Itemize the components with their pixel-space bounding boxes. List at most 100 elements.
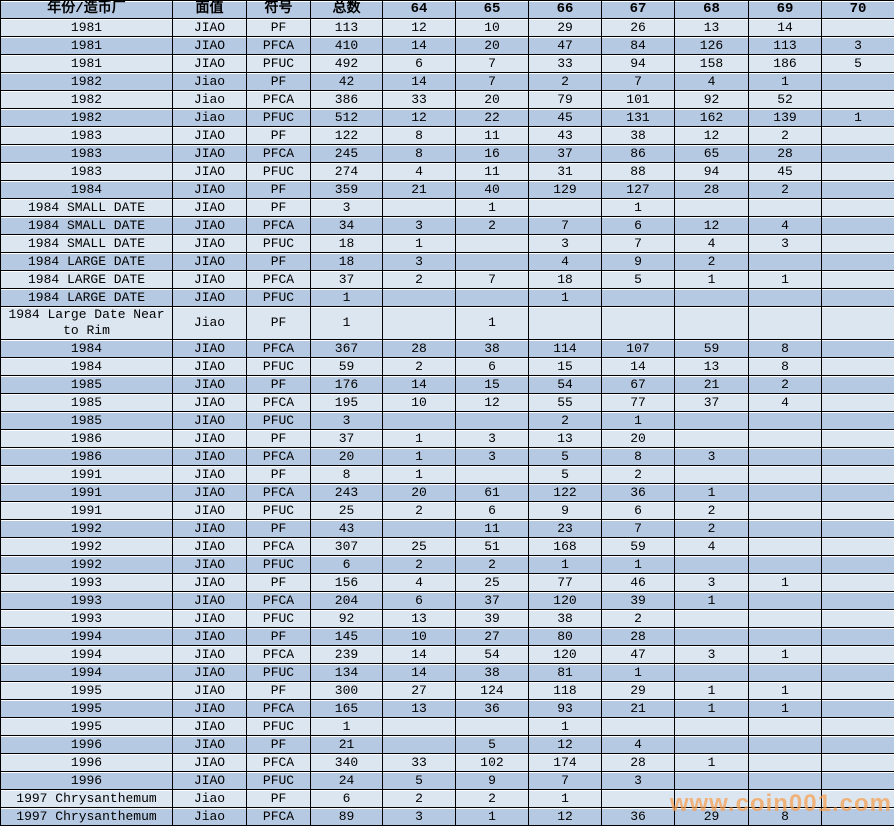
- table-cell: 1992: [0, 555, 173, 574]
- table-cell: [821, 591, 894, 610]
- table-row: 1996 JIAO PFCA 340 33 102 174 28 1: [0, 753, 894, 772]
- table-cell: 37: [310, 270, 383, 289]
- table-cell: [601, 288, 675, 307]
- table-cell: 1: [601, 411, 675, 430]
- table-cell: [748, 429, 822, 448]
- table-cell: [674, 465, 749, 484]
- table-cell: PFUC: [246, 555, 311, 574]
- table-cell: 2: [382, 501, 456, 520]
- table-cell: 5: [528, 465, 602, 484]
- table-cell: 45: [748, 162, 822, 181]
- table-cell: PF: [246, 198, 311, 217]
- table-cell: 162: [674, 108, 749, 127]
- table-cell: 1: [601, 198, 675, 217]
- table-cell: 1: [601, 663, 675, 682]
- table-row: 1995 JIAO PF 300 27 124 118 29 1 1: [0, 681, 894, 700]
- table-cell: [748, 627, 822, 646]
- table-cell: 1996: [0, 735, 173, 754]
- table-cell: [821, 429, 894, 448]
- table-cell: 80: [528, 627, 602, 646]
- table-cell: [748, 753, 822, 772]
- table-cell: 107: [601, 339, 675, 358]
- table-cell: 145: [310, 627, 383, 646]
- table-cell: 3: [748, 234, 822, 253]
- table-cell: 1: [310, 306, 383, 340]
- table-cell: 25: [310, 501, 383, 520]
- table-cell: 1985: [0, 375, 173, 394]
- table-cell: [821, 357, 894, 376]
- table-cell: 7: [528, 216, 602, 235]
- table-cell: 18: [528, 270, 602, 289]
- table-cell: [821, 663, 894, 682]
- table-cell: [455, 288, 529, 307]
- table-cell: [821, 90, 894, 109]
- table-cell: JIAO: [172, 645, 247, 664]
- table-cell: Jiao: [172, 90, 247, 109]
- table-cell: [821, 609, 894, 628]
- table-cell: 29: [674, 807, 749, 826]
- table-row: 1991 JIAO PFUC 25 2 6 9 6 2: [0, 501, 894, 520]
- table-cell: 1981: [0, 36, 173, 55]
- table-cell: 1: [674, 681, 749, 700]
- table-cell: [748, 609, 822, 628]
- table-cell: 300: [310, 681, 383, 700]
- table-cell: 4: [674, 72, 749, 91]
- table-cell: 2: [601, 465, 675, 484]
- table-cell: 52: [748, 90, 822, 109]
- table-cell: 3: [455, 447, 529, 466]
- table-cell: PF: [246, 627, 311, 646]
- table-cell: [455, 252, 529, 271]
- table-cell: 1: [455, 306, 529, 340]
- table-cell: 94: [601, 54, 675, 73]
- table-cell: [674, 288, 749, 307]
- table-cell: [601, 789, 675, 808]
- table-row: 1986 JIAO PF 37 1 3 13 20: [0, 429, 894, 448]
- table-cell: [455, 411, 529, 430]
- header-cell: 69: [748, 0, 822, 19]
- table-cell: 174: [528, 753, 602, 772]
- table-cell: PF: [246, 306, 311, 340]
- table-cell: 10: [382, 393, 456, 412]
- table-cell: 1996: [0, 771, 173, 790]
- table-cell: 4: [601, 735, 675, 754]
- table-cell: 13: [528, 429, 602, 448]
- table-cell: [821, 144, 894, 163]
- table-cell: JIAO: [172, 717, 247, 736]
- table-cell: 1985: [0, 393, 173, 412]
- table-cell: 15: [528, 357, 602, 376]
- table-row: 1992 JIAO PF 43 11 23 7 2: [0, 519, 894, 538]
- table-cell: PF: [246, 429, 311, 448]
- table-row: 1984 JIAO PFUC 59 2 6 15 14 13 8: [0, 357, 894, 376]
- table-cell: PFCA: [246, 753, 311, 772]
- table-cell: PFCA: [246, 339, 311, 358]
- table-row: 1996 JIAO PFUC 24 5 9 7 3: [0, 771, 894, 790]
- table-cell: 134: [310, 663, 383, 682]
- table-cell: JIAO: [172, 681, 247, 700]
- table-cell: 28: [748, 144, 822, 163]
- table-cell: 5: [821, 54, 894, 73]
- table-cell: 39: [601, 591, 675, 610]
- table-cell: 25: [455, 573, 529, 592]
- table-cell: 1: [528, 789, 602, 808]
- table-cell: 1: [748, 72, 822, 91]
- table-cell: 3: [310, 198, 383, 217]
- table-cell: 1: [455, 198, 529, 217]
- table-cell: PFUC: [246, 54, 311, 73]
- table-cell: [821, 393, 894, 412]
- table-cell: PFCA: [246, 216, 311, 235]
- table-cell: 1984: [0, 180, 173, 199]
- table-row: 1984 SMALL DATE JIAO PF 3 1 1: [0, 198, 894, 217]
- table-cell: 158: [674, 54, 749, 73]
- table-cell: 37: [674, 393, 749, 412]
- table-cell: 67: [601, 375, 675, 394]
- table-cell: 12: [382, 18, 456, 37]
- table-cell: 21: [382, 180, 456, 199]
- table-cell: 14: [748, 18, 822, 37]
- table-row: 1981 JIAO PFCA 410 14 20 47 84 126 113 3: [0, 36, 894, 55]
- table-cell: 1984 SMALL DATE: [0, 198, 173, 217]
- table-cell: 492: [310, 54, 383, 73]
- table-cell: 2: [748, 180, 822, 199]
- table-cell: 1: [674, 483, 749, 502]
- table-row: 1984 Large Date Near to Rim Jiao PF 1 1: [0, 306, 894, 340]
- table-cell: [382, 288, 456, 307]
